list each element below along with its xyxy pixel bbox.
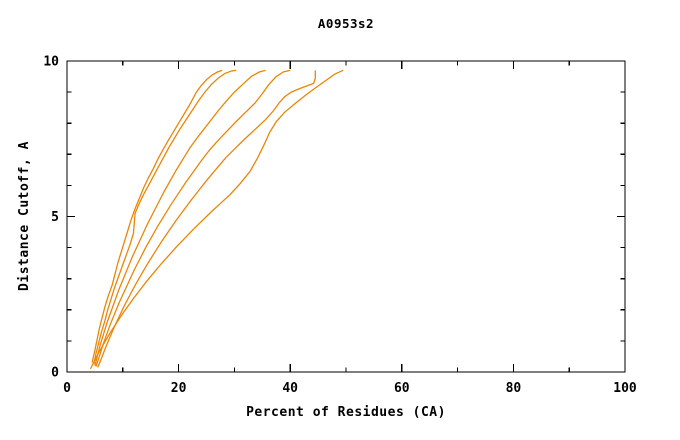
y-tick-label: 0	[51, 366, 59, 381]
x-tick-label: 80	[506, 381, 522, 396]
chart-title: A0953s2	[318, 16, 374, 31]
x-axis-ticks	[66, 61, 626, 372]
x-tick-label: 60	[394, 381, 410, 396]
y-axis-ticks	[67, 60, 625, 373]
data-series-line	[95, 69, 291, 367]
y-axis-title: Distance Cutoff, A	[17, 141, 32, 291]
x-axis-tick-labels: 0 20 40 60 80 100	[63, 381, 637, 396]
x-tick-label: 20	[171, 381, 187, 396]
y-tick-label: 5	[51, 210, 59, 225]
x-tick-label: 0	[63, 381, 71, 396]
data-series-line	[91, 69, 223, 363]
x-tick-label: 100	[613, 381, 637, 396]
x-axis-title: Percent of Residues (CA)	[246, 405, 446, 420]
x-tick-label: 40	[282, 381, 298, 396]
data-series-line	[93, 69, 237, 365]
data-series-group	[89, 69, 344, 370]
data-series-line	[89, 69, 344, 370]
y-tick-label: 10	[43, 55, 59, 70]
data-series-line	[94, 69, 266, 366]
data-series-line	[97, 70, 316, 368]
y-axis-tick-labels: 0 5 10	[43, 55, 59, 381]
